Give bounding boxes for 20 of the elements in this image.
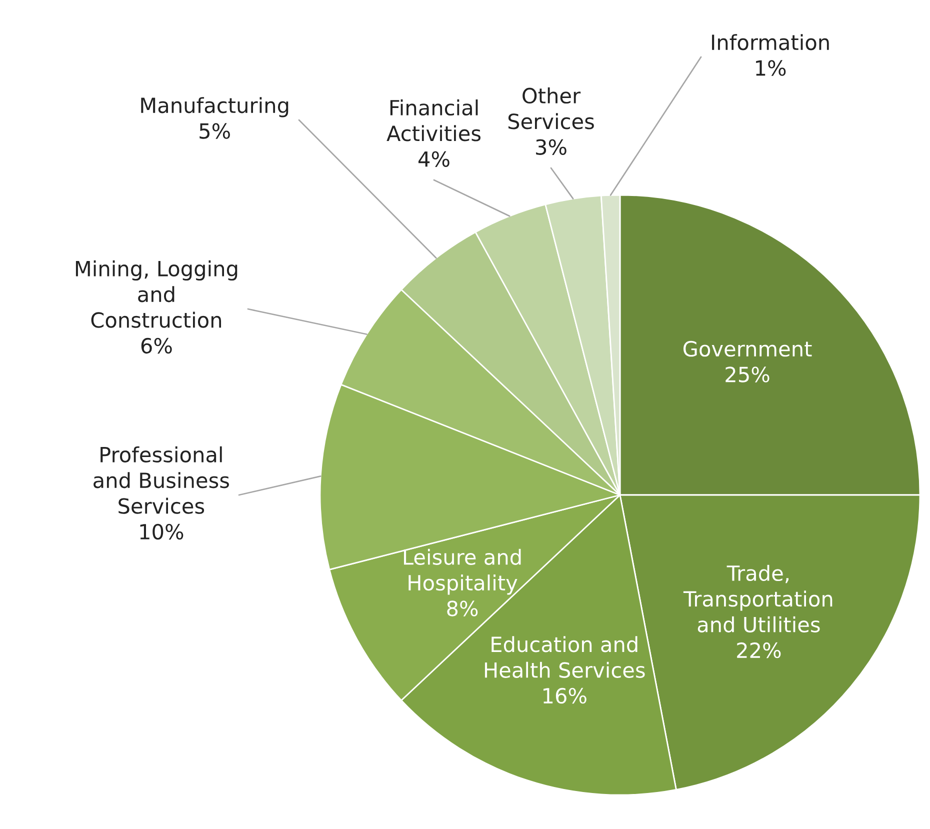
data-label: 22% xyxy=(737,642,781,658)
slice-label: Trade, Transportation and Utilities xyxy=(683,564,832,632)
data-label: 25% xyxy=(726,366,770,382)
slice-label: Education and Health Services xyxy=(484,636,645,678)
slice-label: Financial Activities xyxy=(386,99,481,142)
data-label: 3% xyxy=(536,139,566,155)
data-label: 8% xyxy=(447,600,478,616)
data-label: 6% xyxy=(141,338,172,354)
slice-label: Mining, Logging and Construction xyxy=(76,260,238,328)
data-label: 5% xyxy=(200,123,230,139)
data-label: 1% xyxy=(756,60,786,76)
slice-label: Professional and Business Services xyxy=(94,446,229,514)
data-label: 10% xyxy=(140,524,184,540)
slice-label: Other Services xyxy=(508,87,594,130)
slice-label: Information xyxy=(712,34,829,50)
data-label: 4% xyxy=(418,151,450,167)
slice-label: Government xyxy=(683,340,812,357)
slice-label: Manufacturing xyxy=(141,97,288,118)
slice-label: Leisure and Hospitality xyxy=(404,548,521,595)
data-label: 16% xyxy=(544,688,586,704)
